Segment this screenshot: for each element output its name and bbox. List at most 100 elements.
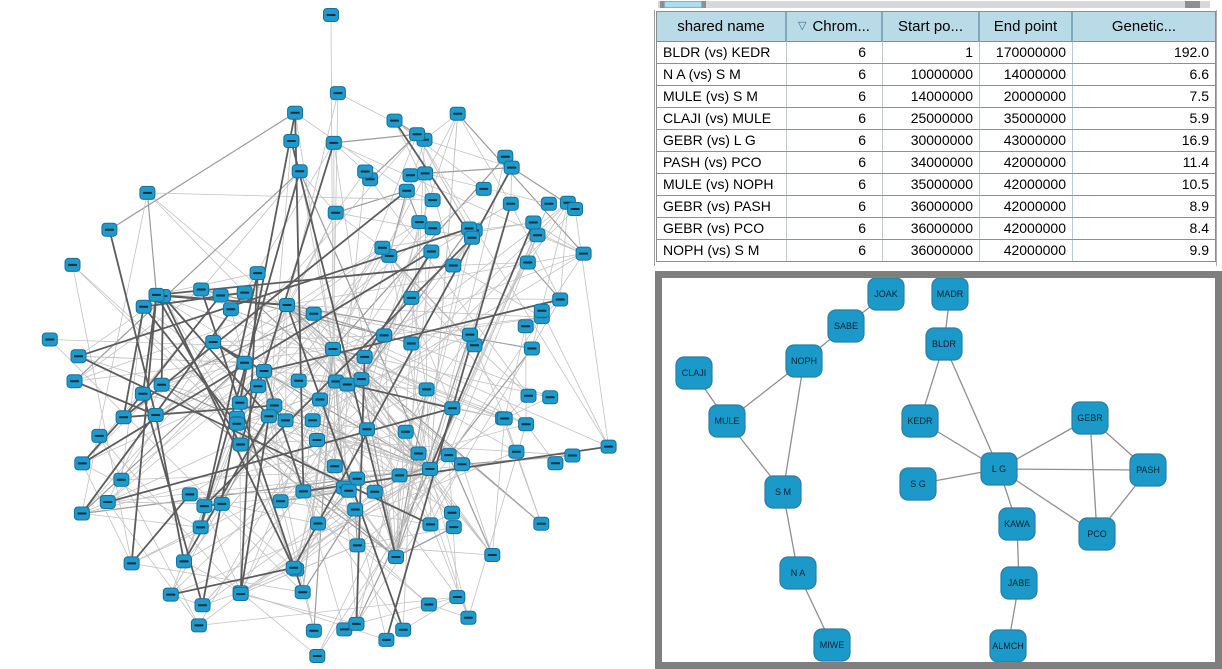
cell-start-point[interactable]: 14000000 [883, 86, 980, 107]
node[interactable] [196, 499, 213, 514]
node[interactable] [326, 459, 343, 474]
edge-L G-PASH[interactable] [998, 468, 1149, 471]
node[interactable] [329, 86, 346, 101]
edge-GEBR-PCO[interactable] [1089, 417, 1098, 535]
cell-genetic[interactable]: 8.9 [1073, 196, 1215, 217]
node[interactable] [445, 258, 462, 273]
node[interactable] [327, 205, 344, 220]
node[interactable] [285, 560, 302, 575]
node[interactable] [312, 392, 328, 407]
node[interactable] [309, 433, 325, 447]
node[interactable] [395, 622, 412, 637]
node-KAWA[interactable]: KAWA [998, 507, 1036, 541]
cell-end-point[interactable]: 20000000 [980, 86, 1073, 107]
node[interactable] [41, 332, 58, 347]
node[interactable] [542, 390, 559, 405]
cell-start-point[interactable]: 10000000 [883, 64, 980, 85]
node[interactable] [115, 410, 132, 425]
node[interactable] [231, 395, 248, 410]
node[interactable] [600, 439, 617, 454]
node[interactable] [101, 222, 118, 237]
node[interactable] [359, 422, 375, 437]
node[interactable] [232, 587, 249, 601]
cell-genetic[interactable]: 7.5 [1073, 86, 1215, 107]
node-NOPH[interactable]: NOPH [785, 344, 823, 378]
node[interactable] [290, 373, 307, 388]
node[interactable] [353, 372, 370, 387]
panel-drag-handle[interactable] [664, 1, 702, 8]
node[interactable] [417, 166, 434, 181]
node[interactable] [423, 244, 440, 259]
node[interactable] [325, 342, 341, 356]
node[interactable] [192, 520, 209, 535]
node[interactable] [349, 538, 366, 553]
node[interactable] [552, 292, 569, 307]
node[interactable] [564, 448, 581, 463]
node[interactable] [388, 550, 404, 564]
node-PASH[interactable]: PASH [1129, 453, 1167, 487]
node[interactable] [294, 585, 311, 600]
cell-genetic[interactable]: 192.0 [1073, 42, 1215, 63]
cell-shared-name[interactable]: MULE (vs) NOPH [657, 174, 787, 195]
node[interactable] [533, 303, 550, 318]
node[interactable] [376, 328, 393, 343]
detail-network-canvas[interactable]: JOAK MADR SABE NOPH BLDR CLAJI MULE KEDR GEBR S M… [662, 278, 1215, 662]
filter-icon[interactable]: ▽ [798, 20, 807, 32]
node[interactable] [424, 221, 441, 236]
node-SABE[interactable]: SABE [827, 309, 865, 343]
node[interactable] [305, 623, 322, 638]
node[interactable] [378, 632, 395, 647]
node[interactable] [540, 196, 557, 211]
node[interactable] [567, 202, 584, 216]
node[interactable] [403, 290, 420, 305]
table-row[interactable]: MULE (vs) S M 6 14000000 20000000 7.5 [657, 86, 1215, 108]
cell-chromosome[interactable]: 6 [787, 218, 883, 239]
node[interactable] [445, 520, 462, 535]
node[interactable] [212, 288, 229, 303]
cell-chromosome[interactable]: 6 [787, 64, 883, 85]
node[interactable] [66, 374, 83, 389]
node[interactable] [422, 462, 438, 476]
cell-end-point[interactable]: 42000000 [980, 196, 1073, 217]
node[interactable] [462, 327, 478, 342]
node-S G[interactable]: S G [899, 467, 937, 501]
cell-shared-name[interactable]: N A (vs) S M [657, 64, 787, 85]
cell-genetic[interactable]: 10.5 [1073, 174, 1215, 195]
node[interactable] [64, 257, 81, 272]
node[interactable] [397, 424, 414, 439]
node[interactable] [99, 495, 116, 509]
node[interactable] [162, 587, 179, 602]
node[interactable] [123, 556, 140, 571]
edge-BLDR-L G[interactable] [943, 343, 1000, 470]
node-MIWE[interactable]: MIWE [813, 628, 851, 662]
node-MULE[interactable]: MULE [708, 404, 746, 438]
node[interactable] [410, 446, 427, 461]
node[interactable] [113, 472, 130, 487]
cell-chromosome[interactable]: 6 [787, 108, 883, 129]
node[interactable] [386, 113, 403, 128]
node[interactable] [398, 183, 415, 198]
table-row[interactable]: GEBR (vs) PASH 6 36000000 42000000 8.9 [657, 196, 1215, 218]
cell-start-point[interactable]: 34000000 [883, 152, 980, 173]
node[interactable] [193, 282, 210, 297]
cell-shared-name[interactable]: BLDR (vs) KEDR [657, 42, 787, 63]
node[interactable] [460, 610, 477, 625]
node[interactable] [418, 382, 435, 397]
node[interactable] [256, 364, 272, 378]
node[interactable] [403, 336, 420, 351]
node[interactable] [194, 598, 211, 613]
node[interactable] [466, 338, 483, 353]
cell-chromosome[interactable]: 6 [787, 42, 883, 63]
scrollbar-thumb-right[interactable] [1185, 1, 1200, 8]
node[interactable] [508, 444, 525, 459]
cell-chromosome[interactable]: 6 [787, 130, 883, 151]
table-row[interactable]: GEBR (vs) PCO 6 36000000 42000000 8.4 [657, 218, 1215, 240]
node[interactable] [422, 517, 439, 532]
node[interactable] [525, 215, 542, 230]
cell-chromosome[interactable]: 6 [787, 174, 883, 195]
node[interactable] [424, 193, 441, 208]
node[interactable] [449, 106, 466, 121]
node[interactable] [325, 135, 342, 150]
node[interactable] [475, 181, 492, 196]
node-PCO[interactable]: PCO [1078, 517, 1116, 551]
